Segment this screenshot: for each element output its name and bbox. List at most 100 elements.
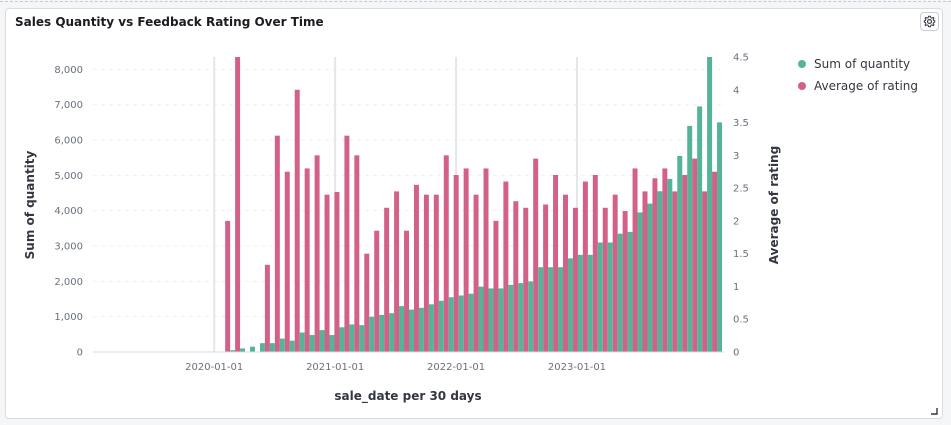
- quantity-bar: [359, 325, 365, 352]
- quantity-bar: [538, 267, 544, 352]
- quantity-bar: [667, 178, 673, 352]
- rating-bar: [523, 207, 529, 352]
- quantity-bar: [230, 350, 236, 352]
- rating-bar: [662, 168, 668, 352]
- rating-bar: [463, 168, 469, 352]
- rating-bar: [533, 158, 539, 352]
- rating-bar: [374, 230, 380, 352]
- quantity-bar: [339, 327, 345, 352]
- quantity-bar: [409, 309, 414, 352]
- legend-item-quantity[interactable]: Sum of quantity: [798, 57, 910, 71]
- x-tick-label: 2023-01-01: [548, 362, 606, 373]
- quantity-bar: [299, 332, 305, 352]
- quantity-bar: [617, 233, 623, 352]
- quantity-bar: [329, 335, 335, 352]
- panel-settings-button[interactable]: [920, 12, 939, 31]
- rating-bar: [354, 155, 360, 352]
- rating-bar: [423, 194, 429, 352]
- rating-bar: [304, 168, 310, 352]
- quantity-bar: [508, 284, 514, 352]
- quantity-bar: [369, 316, 375, 352]
- left-tick-label: 4,000: [54, 206, 83, 217]
- rating-bar: [443, 155, 449, 352]
- rating-bar: [682, 175, 688, 352]
- quantity-bar: [607, 242, 613, 352]
- rating-bar: [553, 175, 559, 352]
- left-tick-label: 5,000: [54, 171, 83, 182]
- y-left-axis-title: Sum of quantity: [23, 150, 37, 259]
- right-tick-label: 2: [733, 216, 739, 227]
- quantity-bar: [647, 203, 653, 352]
- quantity-bar: [428, 304, 434, 352]
- quantity-bar: [379, 314, 385, 352]
- quantity-bar: [597, 242, 603, 352]
- rating-bar: [692, 158, 698, 352]
- quantity-bar: [498, 288, 504, 352]
- legend-item-rating[interactable]: Average of rating: [798, 79, 918, 93]
- rating-bar: [702, 191, 708, 352]
- quantity-bar: [458, 295, 464, 352]
- right-tick-label: 1: [733, 282, 739, 293]
- quantity-bar: [240, 348, 246, 352]
- quantity-bar: [677, 155, 683, 352]
- rating-bar: [274, 135, 280, 352]
- rating-bar: [592, 175, 598, 352]
- quantity-bar: [488, 288, 494, 352]
- quantity-bar: [478, 286, 484, 352]
- quantity-bar: [707, 57, 713, 352]
- quantity-bar: [319, 330, 325, 352]
- right-tick-label: 3.5: [733, 118, 749, 129]
- rating-bar: [642, 191, 648, 352]
- rating-bar: [632, 168, 638, 352]
- resize-corner-icon[interactable]: [930, 407, 938, 415]
- rating-bar: [672, 191, 678, 352]
- quantity-bar: [587, 254, 593, 352]
- quantity-bar: [438, 300, 444, 352]
- rating-bar: [712, 171, 718, 352]
- rating-bar: [582, 181, 588, 352]
- left-tick-label: 0: [77, 348, 83, 359]
- quantity-bar: [637, 212, 643, 352]
- gear-icon: [923, 15, 936, 28]
- left-tick-label: 3,000: [54, 242, 83, 253]
- quantity-bar: [250, 346, 255, 352]
- rating-bar: [294, 89, 300, 353]
- right-tick-label: 4.5: [733, 53, 749, 64]
- rating-bar: [622, 211, 628, 352]
- rating-bar: [235, 57, 241, 352]
- right-tick-label: 3: [733, 151, 739, 162]
- legend: Sum of quantity Average of rating: [798, 57, 918, 93]
- rating-bar: [413, 184, 419, 352]
- rating-bar: [314, 155, 320, 352]
- rating-bar: [503, 181, 509, 352]
- quantity-bar: [687, 125, 693, 352]
- quantity-bar: [717, 122, 722, 352]
- rating-bar: [493, 220, 499, 352]
- quantity-bar: [657, 191, 663, 352]
- right-tick-label: 0.5: [733, 315, 749, 326]
- quantity-bar: [448, 297, 454, 352]
- panel-title: Sales Quantity vs Feedback Rating Over T…: [15, 15, 324, 29]
- x-axis-ticks: 2020-01-01 2021-01-01 2022-01-01 2023-01-01: [185, 362, 606, 373]
- rating-bar: [394, 191, 400, 352]
- rating-bar: [652, 178, 658, 352]
- left-y-axis-ticks: 0 1,000 2,000 3,000 4,000 5,000 6,000 7,000 8,00…: [54, 65, 83, 359]
- quantity-bar: [389, 313, 395, 352]
- quantity-bar: [399, 306, 405, 352]
- right-tick-label: 0: [733, 348, 739, 359]
- x-tick-label: 2021-01-01: [306, 362, 364, 373]
- rating-bar: [513, 201, 519, 352]
- rating-bar: [334, 192, 340, 352]
- y-right-axis-title: Average of rating: [767, 146, 781, 264]
- x-tick-label: 2020-01-01: [185, 362, 243, 373]
- legend-label-quantity: Sum of quantity: [814, 57, 910, 71]
- bar-marks: [225, 57, 722, 353]
- right-tick-label: 2.5: [733, 184, 749, 195]
- panel-top-border: [0, 1, 951, 2]
- rating-bar: [483, 168, 489, 352]
- quantity-bar: [518, 283, 524, 352]
- rating-bar: [264, 264, 270, 352]
- rating-bar: [364, 253, 370, 352]
- quantity-bar: [418, 307, 424, 352]
